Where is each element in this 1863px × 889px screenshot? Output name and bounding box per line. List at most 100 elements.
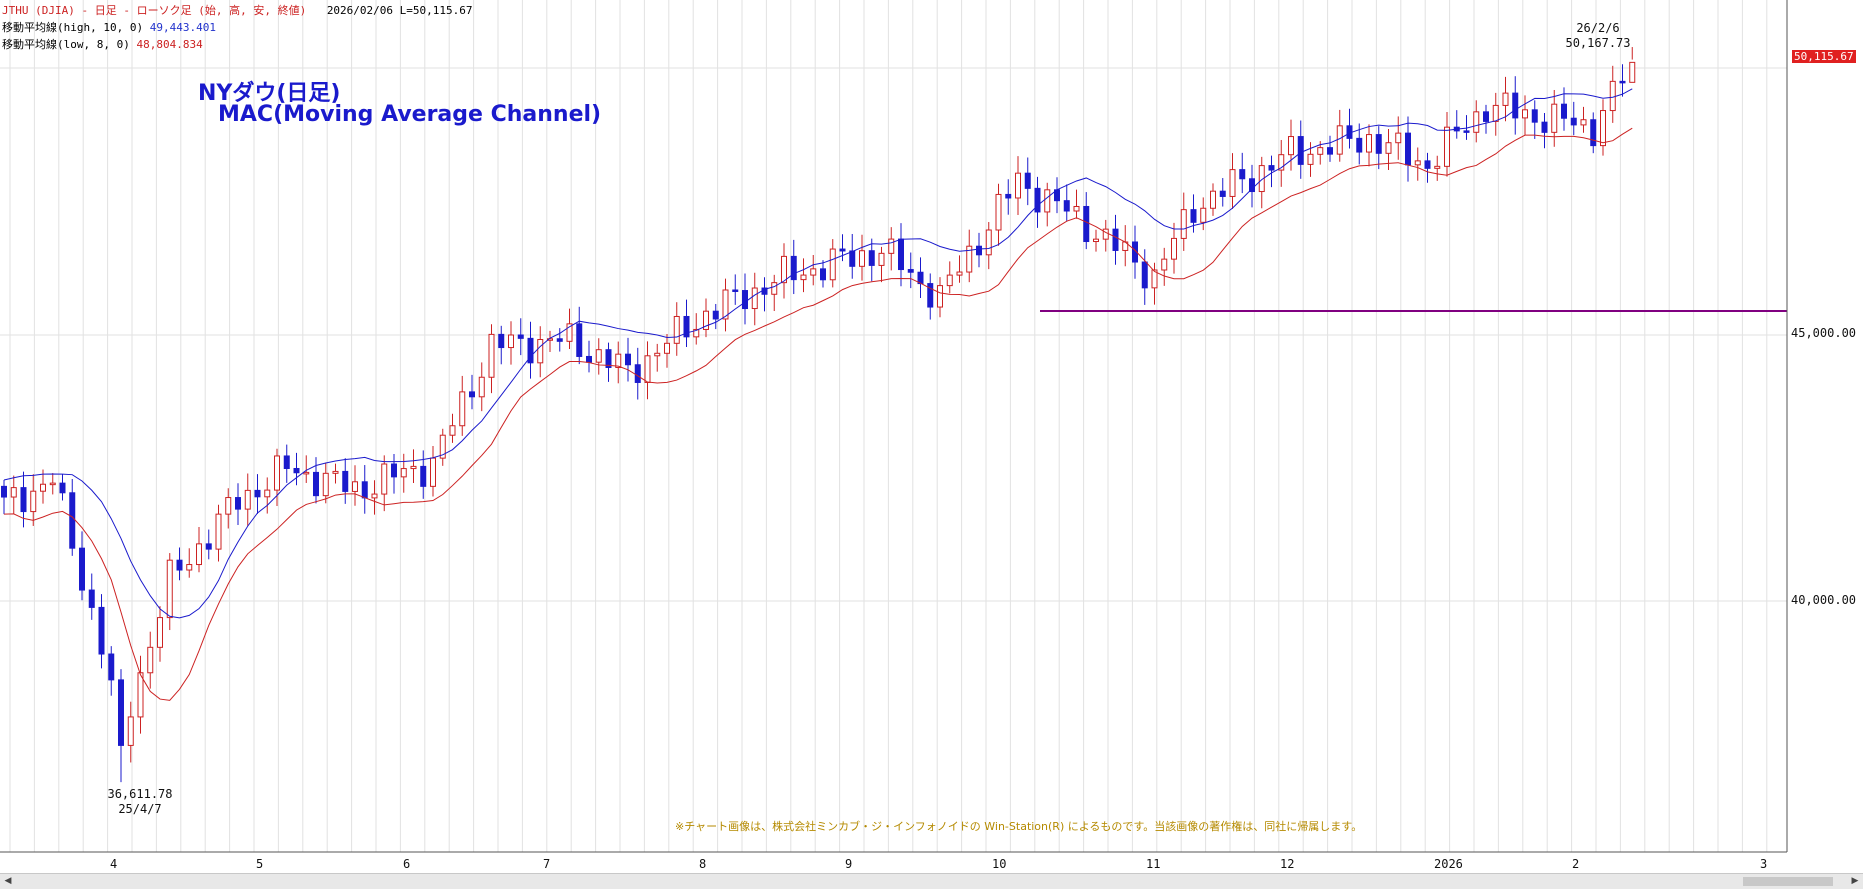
candle-up xyxy=(439,434,446,459)
candle-down xyxy=(527,337,534,364)
candle-up xyxy=(1366,134,1372,153)
candle-down xyxy=(205,543,212,550)
candle-down xyxy=(605,349,612,368)
x-tick-label: 6 xyxy=(403,857,411,871)
candle-up xyxy=(693,328,700,338)
y-tick-label: 40,000.00 xyxy=(1791,593,1857,607)
header-line-1: JTHU (DJIA) - 日足 - ローソク足 (始, 高, 安, 終値) 2… xyxy=(2,2,473,18)
ma-low-value: 48,804.834 xyxy=(136,38,203,51)
scroll-thumb[interactable] xyxy=(1743,877,1833,886)
scroll-right-icon[interactable]: ▶ xyxy=(1851,876,1859,886)
horizontal-scrollbar[interactable]: ◀ ▶ xyxy=(0,873,1863,889)
candle-up xyxy=(985,229,992,256)
ma-lines xyxy=(3,88,1633,701)
candle-down xyxy=(1141,261,1148,289)
high-date: 26/2/6 xyxy=(1576,21,1620,35)
candle-up xyxy=(1229,169,1236,197)
candle-down xyxy=(98,606,105,655)
chart-title: NYダウ(日足) xyxy=(198,81,341,106)
candle-down xyxy=(576,323,583,357)
candle-down xyxy=(683,315,690,338)
candle-down xyxy=(556,338,563,342)
candle-down xyxy=(391,463,397,478)
candle-down xyxy=(176,559,183,571)
candle-down xyxy=(1405,132,1411,166)
candle-down xyxy=(342,470,349,492)
candle-down xyxy=(1531,109,1538,123)
candle-up xyxy=(352,481,358,492)
candle-down xyxy=(313,471,319,497)
candle-down xyxy=(1034,187,1041,213)
candle-down xyxy=(1024,172,1031,189)
candle-down xyxy=(1132,241,1138,263)
candle-up xyxy=(937,285,943,308)
ma-high-value: 49,443.401 xyxy=(149,21,216,34)
candle-up xyxy=(127,716,134,746)
candle-down xyxy=(293,467,300,474)
candle-down xyxy=(790,255,797,281)
candle-down xyxy=(1112,228,1119,251)
candle-up xyxy=(1336,125,1343,155)
candle-up xyxy=(995,193,1002,231)
candle-down xyxy=(849,250,856,267)
candle-up xyxy=(1600,110,1606,147)
candle-up xyxy=(1210,190,1216,209)
candle-up xyxy=(829,248,836,281)
candle-up xyxy=(946,274,953,287)
candle-down xyxy=(254,489,261,498)
high-annotation: 26/2/6 50,167.73 xyxy=(1548,21,1648,51)
x-tick-label: 11 xyxy=(1146,857,1161,871)
candle-up xyxy=(878,252,885,266)
candle-down xyxy=(469,391,475,398)
candle-up xyxy=(1444,126,1450,167)
candle-up xyxy=(1551,103,1558,133)
scroll-left-icon[interactable]: ◀ xyxy=(4,876,12,886)
candle-up xyxy=(1151,269,1158,289)
candle-up xyxy=(459,391,466,427)
candle-down xyxy=(1190,209,1197,223)
candle-up xyxy=(703,310,709,330)
candle-up xyxy=(49,482,56,486)
candle-up xyxy=(1522,109,1528,119)
candle-up xyxy=(40,483,46,492)
candle-up xyxy=(859,250,865,267)
candle-up xyxy=(1307,153,1314,165)
x-tick-label: 2 xyxy=(1572,857,1580,871)
candle-up xyxy=(1258,165,1265,193)
candle-down xyxy=(88,589,95,608)
x-tick-label: 7 xyxy=(543,857,551,871)
candles xyxy=(1,47,1636,783)
low-annotation: 36,611.78 25/4/7 xyxy=(90,787,190,817)
candle-up xyxy=(186,564,193,571)
x-tick-label: 2026 xyxy=(1434,857,1463,871)
candle-up xyxy=(1609,80,1616,112)
candle-down xyxy=(1541,121,1548,133)
candle-down xyxy=(1005,193,1012,199)
candle-up xyxy=(810,268,817,276)
candle-down xyxy=(1463,130,1470,133)
header-line-3: 移動平均線(low, 8, 0) 48,804.834 xyxy=(2,36,203,52)
candle-up xyxy=(1629,61,1636,83)
current-price-tag: 50,115.67 xyxy=(1792,50,1856,63)
header-title: JTHU (DJIA) - 日足 - ローソク足 (始, 高, 安, 終値) xyxy=(2,4,307,17)
candle-up xyxy=(966,245,973,273)
candle-up xyxy=(225,497,232,515)
candle-down xyxy=(907,269,914,273)
candle-down xyxy=(1375,134,1382,154)
candle-up xyxy=(595,349,602,363)
candle-down xyxy=(1561,103,1567,119)
candle-down xyxy=(1424,160,1431,169)
candle-up xyxy=(1434,165,1441,169)
candle-up xyxy=(264,489,271,498)
candle-down xyxy=(517,334,524,339)
candle-up xyxy=(244,489,251,510)
candle-down xyxy=(868,250,875,266)
candle-up xyxy=(430,457,436,487)
candle-up xyxy=(381,463,388,495)
x-tick-label: 5 xyxy=(256,857,264,871)
candle-down xyxy=(420,465,427,487)
candle-down xyxy=(742,290,748,310)
x-tick-label: 10 xyxy=(992,857,1007,871)
x-tick-label: 12 xyxy=(1280,857,1295,871)
candle-up xyxy=(400,468,407,478)
